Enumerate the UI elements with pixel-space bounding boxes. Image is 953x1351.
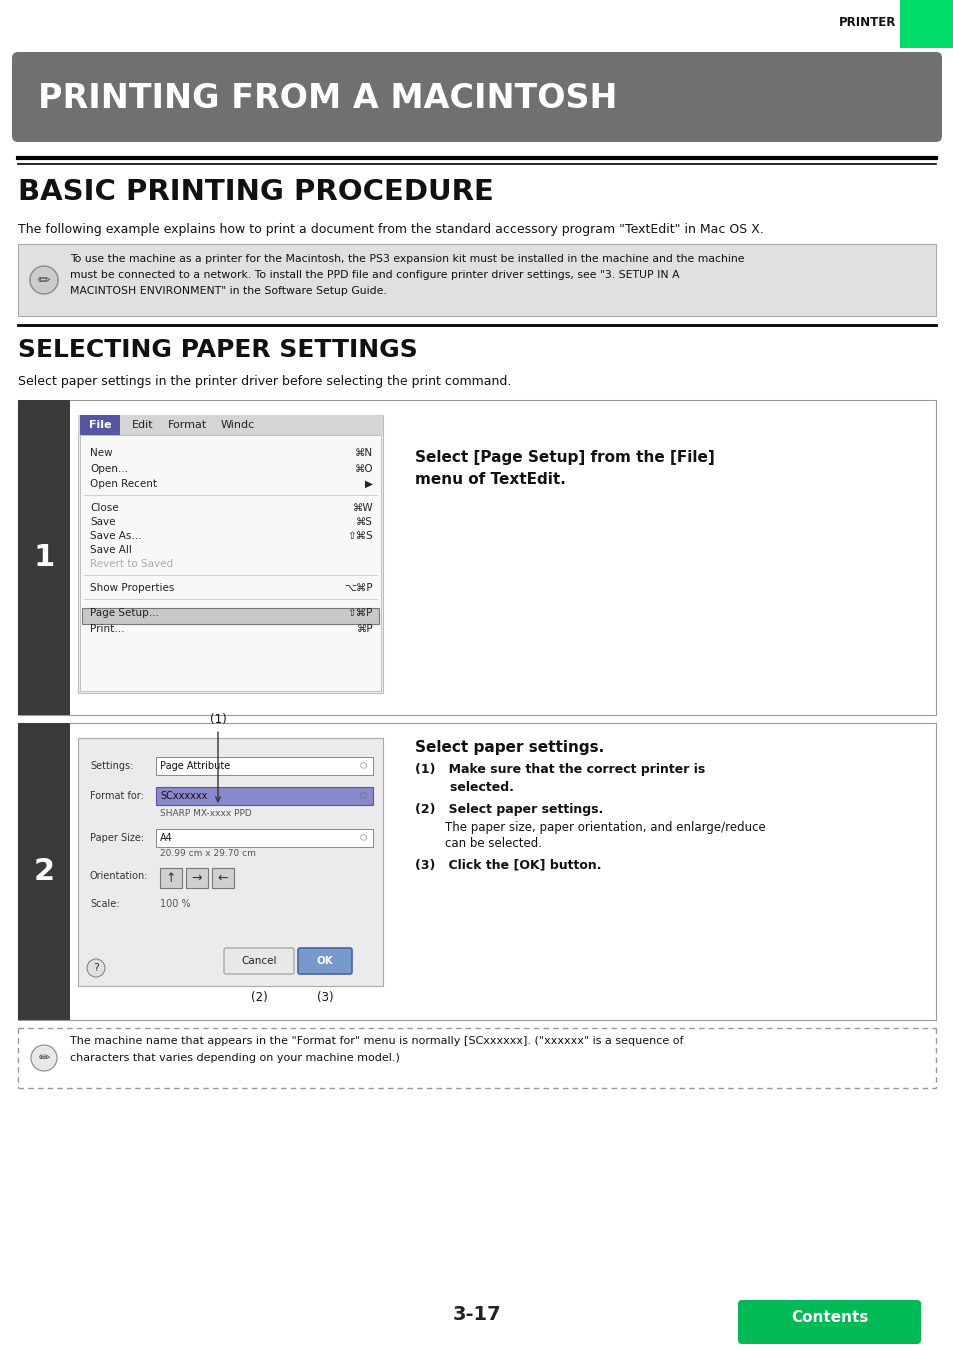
- Text: Page Setup…: Page Setup…: [90, 608, 159, 617]
- Text: must be connected to a network. To install the PPD file and configure printer dr: must be connected to a network. To insta…: [70, 270, 679, 280]
- Text: The machine name that appears in the "Format for" menu is normally [SCxxxxxx]. (: The machine name that appears in the "Fo…: [70, 1036, 682, 1046]
- Text: (3): (3): [316, 992, 333, 1005]
- Text: Windc: Windc: [221, 420, 254, 430]
- Text: ⌘O: ⌘O: [354, 463, 373, 474]
- Text: Select paper settings in the printer driver before selecting the print command.: Select paper settings in the printer dri…: [18, 376, 511, 388]
- Text: ?: ?: [93, 963, 99, 973]
- Text: Select [Page Setup] from the [File]: Select [Page Setup] from the [File]: [415, 450, 714, 465]
- Text: OK: OK: [316, 957, 333, 966]
- Text: ←: ←: [217, 871, 228, 885]
- Text: selected.: selected.: [415, 781, 514, 794]
- Text: To use the machine as a printer for the Macintosh, the PS3 expansion kit must be: To use the machine as a printer for the …: [70, 254, 743, 263]
- Text: (2): (2): [251, 992, 267, 1005]
- Text: PRINTER: PRINTER: [839, 15, 896, 28]
- Text: 100 %: 100 %: [160, 898, 191, 909]
- Text: ⌘N: ⌘N: [355, 449, 373, 458]
- Text: MACINTOSH ENVIRONMENT" in the Software Setup Guide.: MACINTOSH ENVIRONMENT" in the Software S…: [70, 286, 386, 296]
- Text: Print…: Print…: [90, 624, 125, 634]
- Bar: [80, 415, 120, 435]
- Text: ↑: ↑: [166, 871, 176, 885]
- Text: Settings:: Settings:: [90, 761, 133, 771]
- Text: A4: A4: [160, 834, 172, 843]
- Text: Show Properties: Show Properties: [90, 584, 174, 593]
- Text: (3)   Click the [OK] button.: (3) Click the [OK] button.: [415, 858, 601, 871]
- Bar: [18, 400, 935, 715]
- Text: Cancel: Cancel: [241, 957, 276, 966]
- Bar: [0, 0, 953, 49]
- Bar: [78, 738, 382, 986]
- Bar: [80, 435, 380, 690]
- Bar: [186, 867, 208, 888]
- Text: The paper size, paper orientation, and enlarge/reduce: The paper size, paper orientation, and e…: [415, 821, 765, 834]
- Text: New: New: [90, 449, 112, 458]
- Bar: [82, 608, 378, 624]
- Circle shape: [87, 959, 105, 977]
- Text: ✏: ✏: [37, 273, 51, 288]
- Text: PRINTING FROM A MACINTOSH: PRINTING FROM A MACINTOSH: [38, 82, 617, 115]
- Bar: [18, 723, 935, 1020]
- Bar: [156, 757, 373, 775]
- Text: →: →: [192, 871, 202, 885]
- Circle shape: [30, 1046, 57, 1071]
- Bar: [18, 245, 935, 316]
- Text: Page Attribute: Page Attribute: [160, 761, 230, 771]
- FancyBboxPatch shape: [224, 948, 294, 974]
- Bar: [78, 415, 382, 693]
- Text: File: File: [89, 420, 112, 430]
- Text: 20.99 cm x 29.70 cm: 20.99 cm x 29.70 cm: [160, 850, 255, 858]
- Text: SHARP MX-xxxx PPD: SHARP MX-xxxx PPD: [160, 809, 252, 819]
- Text: Orientation:: Orientation:: [90, 871, 149, 881]
- Bar: [156, 830, 373, 847]
- Text: (2)   Select paper settings.: (2) Select paper settings.: [415, 802, 602, 816]
- Text: ⇧⌘S: ⇧⌘S: [347, 531, 373, 540]
- Text: The following example explains how to print a document from the standard accesso: The following example explains how to pr…: [18, 223, 763, 236]
- Text: Edit: Edit: [132, 420, 153, 430]
- Text: ⌘S: ⌘S: [355, 517, 373, 527]
- Bar: [78, 415, 382, 435]
- Text: Open…: Open…: [90, 463, 128, 474]
- Bar: [18, 723, 70, 1020]
- Text: Paper Size:: Paper Size:: [90, 834, 144, 843]
- FancyBboxPatch shape: [297, 948, 352, 974]
- Text: Scale:: Scale:: [90, 898, 119, 909]
- Bar: [18, 400, 70, 715]
- Text: SELECTING PAPER SETTINGS: SELECTING PAPER SETTINGS: [18, 338, 417, 362]
- Text: ⬡: ⬡: [358, 792, 366, 801]
- Text: Revert to Saved: Revert to Saved: [90, 559, 172, 569]
- Text: Contents: Contents: [790, 1310, 868, 1325]
- Text: ⇧⌘P: ⇧⌘P: [347, 608, 373, 617]
- Text: BASIC PRINTING PROCEDURE: BASIC PRINTING PROCEDURE: [18, 178, 494, 205]
- Bar: [160, 867, 182, 888]
- Text: Close: Close: [90, 503, 118, 513]
- Text: Save All: Save All: [90, 544, 132, 555]
- Text: 2: 2: [33, 857, 54, 885]
- Text: Format for:: Format for:: [90, 790, 144, 801]
- Bar: [212, 867, 233, 888]
- Bar: [156, 788, 373, 805]
- Text: 1: 1: [33, 543, 54, 571]
- Text: ▶: ▶: [365, 480, 373, 489]
- Text: characters that varies depending on your machine model.): characters that varies depending on your…: [70, 1052, 399, 1063]
- FancyBboxPatch shape: [12, 51, 941, 142]
- Text: ⌘P: ⌘P: [356, 624, 373, 634]
- Text: (1): (1): [210, 713, 226, 801]
- Text: Open Recent: Open Recent: [90, 480, 157, 489]
- Text: ⬡: ⬡: [358, 762, 366, 770]
- Text: (1)   Make sure that the correct printer is: (1) Make sure that the correct printer i…: [415, 763, 704, 775]
- Text: Save: Save: [90, 517, 115, 527]
- Text: ⬡: ⬡: [358, 834, 366, 843]
- Text: ⌘W: ⌘W: [352, 503, 373, 513]
- Circle shape: [30, 266, 58, 295]
- FancyBboxPatch shape: [738, 1300, 920, 1344]
- Text: Select paper settings.: Select paper settings.: [415, 740, 603, 755]
- Text: ✏: ✏: [38, 1051, 50, 1065]
- Text: Save As…: Save As…: [90, 531, 142, 540]
- Text: SCxxxxxx: SCxxxxxx: [160, 790, 207, 801]
- Bar: [899, 0, 953, 49]
- Text: ⌥⌘P: ⌥⌘P: [344, 584, 373, 593]
- Text: can be selected.: can be selected.: [415, 838, 541, 850]
- Text: Format: Format: [168, 420, 208, 430]
- Text: 3-17: 3-17: [453, 1305, 500, 1324]
- Text: menu of TextEdit.: menu of TextEdit.: [415, 471, 565, 486]
